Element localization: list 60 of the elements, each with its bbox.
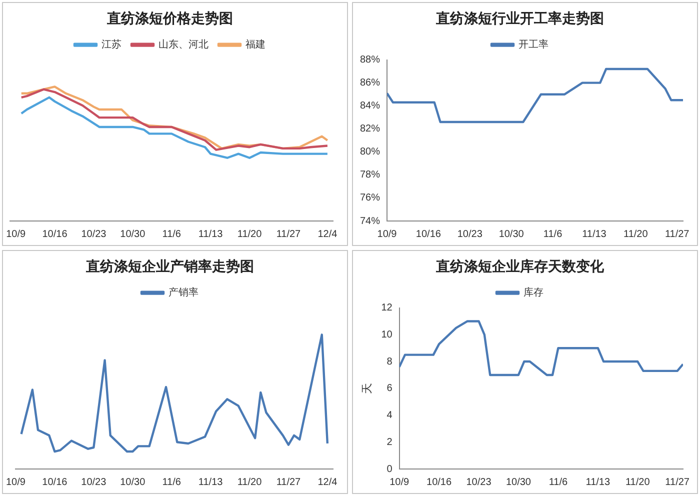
x-tick-label: 11/20 bbox=[623, 228, 648, 240]
legend-label: 开工率 bbox=[518, 38, 548, 51]
legend-label: 山东、河北 bbox=[158, 38, 208, 51]
x-tick-label: 10/9 bbox=[377, 228, 398, 240]
y-axis-title: 天 bbox=[362, 382, 374, 394]
x-tick-label: 11/6 bbox=[548, 476, 568, 488]
y-tick-label: 88% bbox=[360, 54, 380, 66]
x-tick-label: 11/27 bbox=[276, 476, 302, 488]
x-tick-label: 10/9 bbox=[390, 476, 410, 488]
y-tick-label: 80% bbox=[360, 146, 380, 158]
x-tick-label: 10/9 bbox=[6, 476, 26, 488]
x-tick-label: 11/27 bbox=[664, 228, 690, 240]
y-tick-label: 4 bbox=[386, 410, 393, 422]
chart-title: 直纺涤短价格走势图 bbox=[106, 10, 233, 28]
x-tick-label: 11/13 bbox=[586, 476, 610, 488]
y-tick-label: 74% bbox=[360, 216, 380, 227]
x-tick-label: 10/16 bbox=[416, 228, 442, 240]
x-tick-label: 12/4 bbox=[318, 228, 338, 240]
x-tick-label: 11/20 bbox=[237, 228, 262, 240]
x-tick-label: 10/30 bbox=[120, 228, 146, 240]
legend-label: 江苏 bbox=[102, 38, 122, 51]
x-tick-label: 11/13 bbox=[198, 476, 224, 488]
x-tick-label: 11/27 bbox=[276, 228, 302, 240]
x-tick-label: 10/16 bbox=[42, 476, 68, 488]
x-tick-label: 11/13 bbox=[582, 228, 607, 240]
x-tick-label: 11/20 bbox=[237, 476, 262, 488]
x-tick-label: 10/30 bbox=[120, 476, 146, 488]
y-tick-label: 2 bbox=[386, 436, 393, 448]
chart-title: 直纺涤短企业产销率走势图 bbox=[85, 258, 254, 276]
x-tick-label: 11/6 bbox=[543, 228, 563, 240]
x-tick-label: 11/6 bbox=[162, 476, 182, 488]
y-tick-label: 76% bbox=[360, 192, 380, 204]
y-tick-label: 12 bbox=[381, 302, 393, 314]
x-tick-label: 10/23 bbox=[457, 228, 483, 240]
x-tick-label: 10/30 bbox=[498, 228, 524, 240]
chart-title: 直纺涤短行业开工率走势图 bbox=[435, 10, 604, 28]
x-tick-label: 11/13 bbox=[198, 228, 224, 240]
x-tick-label: 10/9 bbox=[6, 228, 26, 240]
y-tick-label: 10 bbox=[381, 329, 393, 340]
y-tick-label: 78% bbox=[360, 170, 380, 181]
y-tick-label: 84% bbox=[360, 100, 380, 112]
y-tick-label: 82% bbox=[360, 124, 380, 135]
y-tick-label: 0 bbox=[386, 464, 393, 475]
x-tick-label: 10/23 bbox=[81, 228, 107, 240]
y-tick-label: 6 bbox=[386, 383, 393, 394]
x-tick-label: 11/20 bbox=[625, 476, 650, 488]
x-tick-label: 11/6 bbox=[162, 228, 182, 240]
legend-label: 库存 bbox=[524, 286, 544, 299]
x-tick-label: 10/16 bbox=[42, 228, 68, 240]
y-tick-label: 8 bbox=[386, 356, 393, 368]
x-tick-label: 10/16 bbox=[426, 476, 452, 488]
legend-label: 福建 bbox=[246, 38, 266, 51]
legend-label: 产销率 bbox=[168, 286, 198, 299]
x-tick-label: 11/27 bbox=[665, 476, 690, 488]
y-tick-label: 86% bbox=[360, 78, 380, 89]
x-tick-label: 10/30 bbox=[506, 476, 532, 488]
x-tick-label: 10/23 bbox=[81, 476, 107, 488]
chart-title: 直纺涤短企业库存天数变化 bbox=[435, 258, 605, 276]
x-tick-label: 10/23 bbox=[466, 476, 492, 488]
x-tick-label: 12/4 bbox=[318, 476, 338, 488]
